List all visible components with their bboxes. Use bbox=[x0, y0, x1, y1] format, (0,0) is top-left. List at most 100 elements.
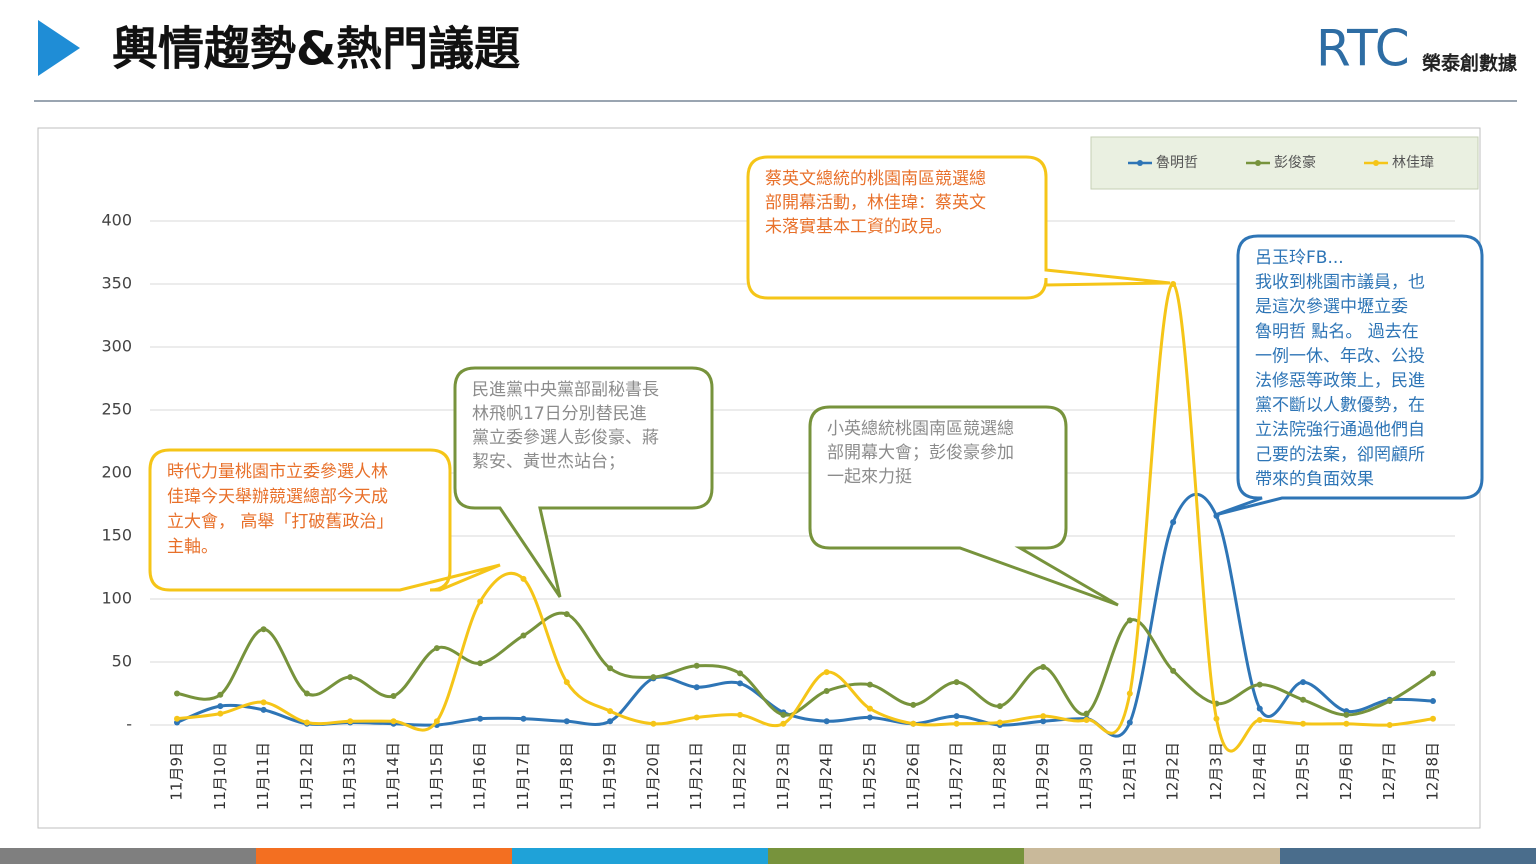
point bbox=[347, 674, 354, 681]
callout-text: 未落實基本工資的政見。 bbox=[765, 217, 952, 237]
point bbox=[650, 674, 657, 681]
point bbox=[1300, 720, 1307, 727]
point bbox=[1343, 720, 1350, 727]
x-tick-label: 12月4日 bbox=[1250, 742, 1268, 801]
x-tick-label: 11月30日 bbox=[1077, 742, 1095, 810]
x-tick-label: 11月27日 bbox=[947, 742, 965, 810]
point bbox=[650, 720, 657, 727]
point bbox=[303, 719, 310, 726]
color-strip bbox=[0, 848, 1536, 864]
point bbox=[780, 711, 787, 718]
x-tick-label: 12月3日 bbox=[1207, 742, 1225, 801]
point bbox=[823, 718, 830, 725]
legend-label: 彭俊豪 bbox=[1274, 155, 1316, 171]
point bbox=[347, 718, 354, 725]
point bbox=[520, 575, 527, 582]
point bbox=[303, 690, 310, 697]
strip-segment bbox=[1280, 848, 1536, 864]
point bbox=[1430, 715, 1436, 722]
point bbox=[866, 714, 873, 721]
strip-segment bbox=[256, 848, 512, 864]
point bbox=[1256, 681, 1263, 688]
point bbox=[520, 715, 527, 722]
callout-text: 佳瑋今天舉辦競選總部今天成 bbox=[167, 487, 388, 507]
point bbox=[693, 714, 700, 721]
x-tick-label: 11月22日 bbox=[731, 742, 749, 810]
callout-text: 部開幕大會；彭俊豪參加 bbox=[827, 442, 1014, 463]
x-tick-label: 11月23日 bbox=[774, 742, 792, 810]
x-tick-label: 11月18日 bbox=[557, 742, 575, 810]
callout-text: 絜安、黃世杰站台； bbox=[472, 452, 625, 472]
point bbox=[260, 706, 267, 713]
point bbox=[1083, 710, 1090, 717]
series-line bbox=[176, 492, 1434, 738]
x-tick-label: 12月7日 bbox=[1380, 742, 1398, 801]
strip-segment bbox=[768, 848, 1024, 864]
point bbox=[607, 665, 614, 672]
strip-segment bbox=[0, 848, 256, 864]
point bbox=[996, 703, 1003, 710]
callout-text: 黨立委參選人彭俊豪、蔣 bbox=[472, 427, 659, 448]
legend-label: 林佳瑋 bbox=[1392, 155, 1434, 171]
y-tick-label: 350 bbox=[101, 274, 132, 293]
point bbox=[1170, 281, 1177, 287]
point bbox=[1040, 664, 1047, 671]
title-marker bbox=[38, 20, 80, 76]
callout-text: 林飛帆17日分別替民進 bbox=[472, 404, 647, 424]
point bbox=[563, 611, 570, 618]
point bbox=[1126, 719, 1133, 726]
point bbox=[1430, 698, 1436, 705]
x-tick-label: 11月14日 bbox=[384, 742, 402, 810]
x-tick-label: 11月13日 bbox=[341, 742, 359, 810]
y-tick-label: 100 bbox=[101, 589, 132, 608]
callout bbox=[453, 366, 714, 598]
legend-label: 魯明哲 bbox=[1156, 155, 1198, 171]
callout-text: 己要的法案，卻罔顧所 bbox=[1255, 445, 1425, 465]
legend-marker bbox=[1137, 160, 1143, 166]
point bbox=[607, 718, 614, 725]
point bbox=[174, 690, 180, 697]
callout-text: 主軸。 bbox=[167, 537, 218, 557]
point bbox=[563, 679, 570, 686]
point bbox=[996, 719, 1003, 726]
point bbox=[780, 720, 787, 727]
callout-text: 我收到桃園市議員，也 bbox=[1255, 273, 1425, 293]
x-tick-label: 12月8日 bbox=[1424, 742, 1442, 801]
x-tick-label: 11月26日 bbox=[904, 742, 922, 810]
callout-text: 立法院強行通過他們自 bbox=[1255, 420, 1425, 440]
point bbox=[1300, 679, 1307, 686]
callout-text: 小英總統桃園南區競選總 bbox=[827, 419, 1014, 439]
logo: RTC bbox=[1316, 20, 1410, 78]
point bbox=[477, 715, 484, 722]
x-tick-label: 12月2日 bbox=[1164, 742, 1182, 801]
point bbox=[607, 708, 614, 715]
point bbox=[823, 687, 830, 694]
point bbox=[520, 632, 527, 639]
x-tick-label: 11月20日 bbox=[644, 742, 662, 810]
x-tick-label: 12月1日 bbox=[1120, 742, 1138, 801]
point bbox=[737, 670, 744, 677]
strip-segment bbox=[1024, 848, 1280, 864]
point bbox=[260, 626, 267, 633]
point bbox=[953, 720, 960, 727]
callout-text: 法修惡等政策上，民進 bbox=[1255, 371, 1425, 391]
x-tick-label: 11月25日 bbox=[860, 742, 878, 810]
point bbox=[1386, 722, 1393, 728]
strip-segment bbox=[512, 848, 768, 864]
point bbox=[260, 699, 267, 706]
slide-title: 輿情趨勢&熱門議題 bbox=[112, 22, 520, 76]
point bbox=[866, 705, 873, 712]
y-tick-label: 400 bbox=[101, 211, 132, 230]
point bbox=[693, 662, 700, 669]
point bbox=[1040, 713, 1047, 720]
y-tick-label: 200 bbox=[101, 463, 132, 482]
point bbox=[1213, 715, 1220, 722]
point bbox=[1170, 667, 1177, 674]
point bbox=[390, 718, 397, 725]
callout-text: 部開幕活動，林佳瑋：蔡英文 bbox=[765, 193, 986, 213]
callout-text: 是這次參選中壢立委 bbox=[1255, 297, 1408, 317]
x-tick-label: 11月9日 bbox=[168, 742, 186, 801]
point bbox=[563, 718, 570, 725]
point bbox=[217, 691, 224, 698]
point bbox=[174, 715, 180, 722]
